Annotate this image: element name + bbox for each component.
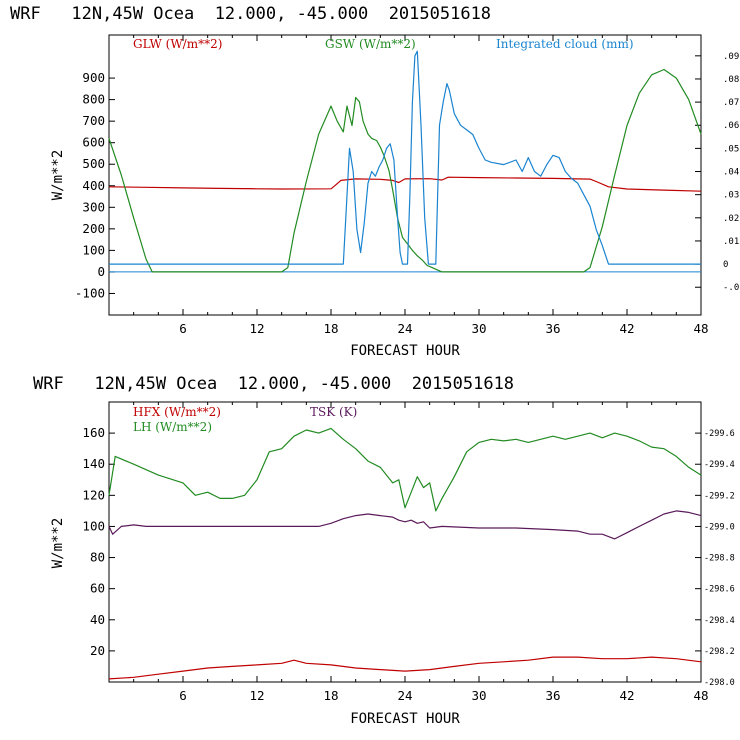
x-tick-label: 18 bbox=[323, 321, 338, 336]
y-tick-label: 500 bbox=[82, 156, 105, 171]
y-tick-label: 100 bbox=[82, 518, 105, 533]
series-y2-line-0 bbox=[108, 510, 702, 540]
y2-tick-label: -298.8 bbox=[704, 554, 735, 564]
y2-tick-label: .08 bbox=[723, 75, 739, 85]
panel-2-series bbox=[108, 427, 702, 680]
series-line-0 bbox=[108, 176, 702, 192]
y-tick-label: 900 bbox=[82, 70, 105, 85]
series-y2-line-0 bbox=[109, 50, 701, 265]
y2-tick-label: -298.6 bbox=[704, 585, 735, 595]
panel-surface-flux: WRF 12N,45W Ocea 12.000, -45.000 2015051… bbox=[33, 374, 735, 727]
y-tick-label: 100 bbox=[82, 242, 105, 257]
x-tick-label: 12 bbox=[249, 688, 264, 703]
y-axis-label-1: W/m**2 bbox=[50, 150, 66, 201]
panel-1-series bbox=[108, 50, 702, 273]
x-tick-label: 6 bbox=[179, 688, 187, 703]
y2-tick-label: .03 bbox=[723, 191, 739, 201]
y2-tick-label: .07 bbox=[723, 98, 739, 108]
y-tick-label: 140 bbox=[82, 456, 105, 471]
x-tick-label: 24 bbox=[397, 321, 412, 336]
panel-radiation: WRF 12N,45W Ocea 12.000, -45.000 2015051… bbox=[10, 4, 740, 359]
y-tick-label: 160 bbox=[82, 425, 105, 440]
plot-frame-2 bbox=[108, 401, 702, 683]
y2-tick-label: .05 bbox=[723, 144, 739, 154]
y2-tick-label: 0 bbox=[723, 260, 728, 270]
legend-lh: LH (W/m**2) bbox=[133, 420, 212, 434]
y-tick-label: 40 bbox=[90, 612, 105, 627]
x-tick-label: 42 bbox=[619, 688, 634, 703]
x-tick-label: 24 bbox=[397, 688, 412, 703]
y2-tick-label: -299.2 bbox=[704, 491, 735, 501]
y-tick-label: -100 bbox=[75, 285, 105, 300]
y-tick-label: 400 bbox=[82, 178, 105, 193]
y-tick-label: 200 bbox=[82, 221, 105, 236]
series-line-1 bbox=[108, 68, 702, 273]
y-tick-label: 20 bbox=[90, 643, 105, 658]
y2-tick-label: -298.0 bbox=[704, 678, 735, 688]
x-axis-label-1: FORECAST HOUR bbox=[350, 343, 460, 359]
y-tick-label: 700 bbox=[82, 113, 105, 128]
y2-tick-label: .09 bbox=[723, 52, 739, 62]
y2-tick-label: -.01 bbox=[723, 283, 740, 293]
panel-1-title: WRF 12N,45W Ocea 12.000, -45.000 2015051… bbox=[10, 4, 491, 24]
y-tick-label: 600 bbox=[82, 135, 105, 150]
y2-tick-label: -299.4 bbox=[704, 460, 735, 470]
x-tick-label: 36 bbox=[545, 321, 560, 336]
legend-gsw: GSW (W/m**2) bbox=[325, 37, 416, 51]
y2-tick-label: -299.0 bbox=[704, 522, 735, 532]
y2-tick-label: .01 bbox=[723, 237, 739, 247]
y-tick-label: 0 bbox=[97, 264, 105, 279]
x-tick-label: 30 bbox=[471, 688, 486, 703]
y2-tick-label: -298.4 bbox=[704, 616, 735, 626]
x-tick-label: 48 bbox=[693, 321, 708, 336]
y2-tick-label: .02 bbox=[723, 214, 739, 224]
y-tick-label: 120 bbox=[82, 487, 105, 502]
x-tick-label: 48 bbox=[693, 688, 708, 703]
y-tick-label: 60 bbox=[90, 581, 105, 596]
x-tick-label: 42 bbox=[619, 321, 634, 336]
panel-1-axes: 6 12 18 24 30 36 42 48 -100 0 100 200 300 400 500 600 70… bbox=[75, 35, 740, 336]
x-tick-label: 36 bbox=[545, 688, 560, 703]
y-tick-label: 80 bbox=[90, 550, 105, 565]
panel-2-axes: 6 12 18 24 30 36 42 48 20 40 60 80 100 120 140 160 -298.… bbox=[82, 402, 735, 703]
legend-cloud: Integrated cloud (mm) bbox=[496, 37, 634, 51]
legend-hfx: HFX (W/m**2) bbox=[133, 405, 221, 419]
x-tick-label: 18 bbox=[323, 688, 338, 703]
y2-tick-label: .06 bbox=[723, 121, 739, 131]
plot-frame-1 bbox=[108, 34, 702, 316]
y-axis-label-2: W/m**2 bbox=[50, 518, 66, 569]
x-axis-label-2: FORECAST HOUR bbox=[350, 711, 460, 727]
series-line-1 bbox=[108, 427, 702, 512]
y-tick-label: 300 bbox=[82, 199, 105, 214]
y2-tick-label: -298.2 bbox=[704, 647, 735, 657]
x-tick-label: 12 bbox=[249, 321, 264, 336]
series-line-0 bbox=[108, 656, 702, 680]
y-tick-label: 800 bbox=[82, 92, 105, 107]
legend-tsk: TSK (K) bbox=[310, 405, 357, 419]
x-tick-label: 6 bbox=[179, 321, 187, 336]
panel-2-title: WRF 12N,45W Ocea 12.000, -45.000 2015051… bbox=[33, 374, 514, 394]
y2-tick-label: .04 bbox=[723, 168, 739, 178]
y2-tick-label: -299.6 bbox=[704, 429, 735, 439]
x-tick-label: 30 bbox=[471, 321, 486, 336]
legend-glw: GLW (W/m**2) bbox=[133, 37, 222, 51]
